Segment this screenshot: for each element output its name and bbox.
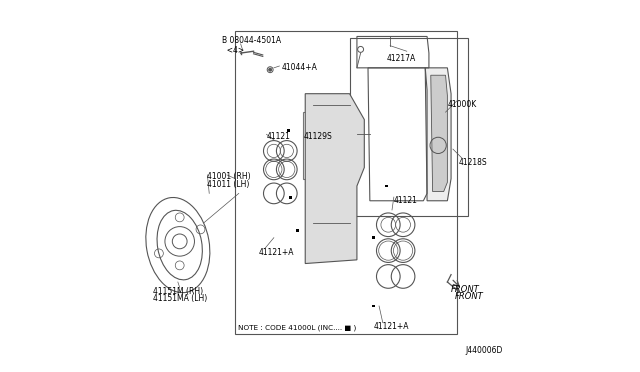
Text: FRONT: FRONT: [455, 292, 483, 301]
Bar: [287, 129, 290, 132]
Text: 41121: 41121: [266, 132, 291, 141]
Text: 41218S: 41218S: [458, 157, 487, 167]
Text: 41001 (RH): 41001 (RH): [207, 172, 251, 181]
Polygon shape: [305, 94, 364, 263]
Text: 41121+A: 41121+A: [259, 248, 294, 257]
Bar: [235, 31, 456, 334]
Text: 41011 (LH): 41011 (LH): [207, 180, 250, 189]
Text: 41217A: 41217A: [387, 54, 416, 63]
Bar: [349, 38, 468, 215]
Text: 41121: 41121: [394, 196, 418, 205]
Text: 41151MA (LH): 41151MA (LH): [153, 294, 207, 303]
Text: J440006D: J440006D: [466, 346, 503, 355]
Text: FRONT: FRONT: [451, 285, 480, 294]
Bar: [303, 112, 339, 179]
Circle shape: [269, 68, 271, 71]
Text: B 08044-4501A
  <4>: B 08044-4501A <4>: [222, 36, 282, 55]
Bar: [372, 236, 375, 239]
Text: 41151M (RH): 41151M (RH): [153, 287, 204, 296]
Text: 41044+A: 41044+A: [281, 63, 317, 72]
Text: 41129S: 41129S: [303, 132, 332, 141]
Text: 41121+A: 41121+A: [374, 322, 409, 331]
Bar: [289, 196, 292, 199]
Text: NOTE : CODE 41000L (INC.... ■ ): NOTE : CODE 41000L (INC.... ■ ): [238, 325, 356, 331]
Bar: [385, 185, 388, 187]
Polygon shape: [425, 68, 451, 201]
Bar: [372, 305, 375, 308]
Polygon shape: [431, 75, 447, 192]
Bar: [296, 229, 300, 232]
Text: 41000K: 41000K: [447, 100, 477, 109]
